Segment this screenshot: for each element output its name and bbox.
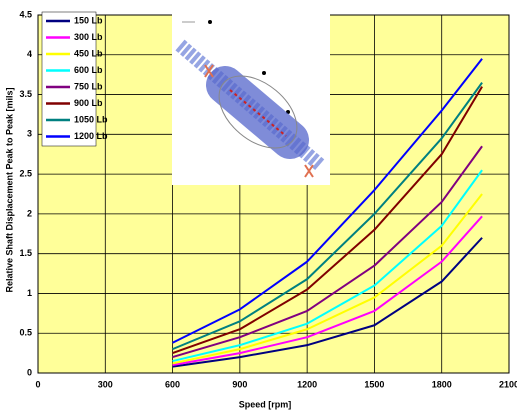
x-tick-label: 0: [35, 379, 40, 389]
y-tick-label: 4.5: [19, 9, 32, 19]
y-tick-label: 0: [27, 367, 32, 377]
chart: 150 Lb 300 Lb 450 Lb 600 Lb 750 Lb 900 Lb 1050…: [0, 0, 517, 414]
y-tick-label: 4: [27, 49, 32, 59]
legend-label: 1050 Lb: [74, 114, 108, 124]
legend-label: 1200 Lb: [74, 131, 108, 141]
y-tick-label: 3.5: [19, 89, 32, 99]
x-tick-label: 1200: [297, 379, 317, 389]
inset-dot: [262, 71, 266, 75]
legend-label: 600 Lb: [74, 65, 103, 75]
legend-label: 900 Lb: [74, 98, 103, 108]
y-tick-label: 3: [27, 129, 32, 139]
y-tick-label: 1.5: [19, 248, 32, 258]
y-tick-label: 2.5: [19, 168, 32, 178]
y-axis-label: Relative Shaft Displacement Peak to Peak…: [4, 87, 14, 292]
legend-label: 150 Lb: [74, 15, 103, 25]
x-tick-label: 900: [232, 379, 247, 389]
inset-image: [172, 12, 330, 185]
legend-label: 300 Lb: [74, 32, 103, 42]
x-tick-label: 300: [98, 379, 113, 389]
x-axis-label: Speed [rpm]: [239, 399, 292, 409]
x-tick-label: 1500: [364, 379, 384, 389]
y-tick-label: 2: [27, 208, 32, 218]
x-tick-label: 600: [165, 379, 180, 389]
legend-label: 450 Lb: [74, 48, 103, 58]
x-tick-label: 1800: [432, 379, 452, 389]
y-tick-label: 0.5: [19, 328, 32, 338]
legend-label: 750 Lb: [74, 81, 103, 91]
x-tick-label: 2100: [499, 379, 517, 389]
inset-dot: [208, 20, 212, 24]
y-tick-label: 1: [27, 288, 32, 298]
